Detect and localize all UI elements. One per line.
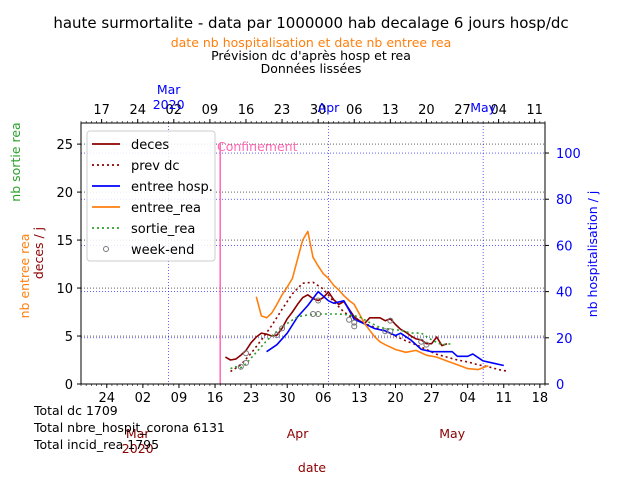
left-tick-label: 10 [56, 282, 73, 297]
weekend-marker [242, 359, 249, 366]
top-month-label: Mar [157, 82, 181, 97]
total-dc: Total dc 1709 [34, 403, 118, 418]
weekend-marker [418, 338, 425, 345]
bottom-tick-label: 18 [532, 391, 549, 406]
right-tick-label: 20 [556, 332, 573, 347]
weekend-marker [346, 316, 353, 323]
bottom-tick-label: 20 [387, 391, 404, 406]
weekend-markers [237, 297, 430, 370]
right-tick-label: 100 [556, 147, 581, 162]
weekend-marker [387, 328, 394, 335]
legend-label: prev dc [131, 159, 180, 174]
series-entree-hosp [266, 290, 504, 367]
weekend-marker [351, 323, 358, 330]
left-tick-label: 25 [56, 138, 73, 153]
bottom-tick-label: 09 [171, 391, 188, 406]
series-sortie-rea [230, 313, 453, 370]
bottom-tick-label: 23 [243, 391, 260, 406]
right-tick-label: 80 [556, 193, 573, 208]
weekend-marker [237, 363, 244, 370]
weekend-marker [387, 317, 394, 324]
weekend-marker [423, 341, 430, 348]
weekend-marker [315, 297, 322, 304]
right-tick-label: 60 [556, 239, 573, 254]
top-tick-label: 11 [526, 103, 543, 118]
x-label-date: date [298, 460, 326, 475]
y-label-entree-rea: nb entree rea [17, 234, 32, 319]
top-tick-label: 24 [129, 103, 146, 118]
legend-label: entree_rea [131, 201, 201, 216]
bottom-tick-label: 02 [135, 391, 152, 406]
bottom-tick-label: 13 [351, 391, 368, 406]
top-tick-label: 17 [93, 103, 110, 118]
chart-subtitle-3: Données lissées [261, 61, 362, 76]
total-rea: Total incid_rea 1795 [34, 437, 160, 452]
weekend-marker [279, 325, 286, 332]
legend-marker-weekend [103, 246, 109, 252]
top-tick-label: 23 [274, 103, 291, 118]
legend-label: entree hosp. [131, 180, 213, 195]
top-tick-label: 04 [490, 103, 507, 118]
bottom-tick-label: 24 [99, 391, 116, 406]
left-tick-label: 20 [56, 186, 73, 201]
top-tick-label: 02 [166, 103, 183, 118]
total-hospit: Total nbre_hospit_corona 6131 [34, 420, 225, 435]
confinement-annotation: Confinement [217, 139, 298, 154]
left-tick-label: 0 [65, 378, 73, 393]
top-month-label: May [470, 100, 496, 115]
legend: deces prev dc entree hosp. entree_reasortie… [86, 130, 216, 262]
weekend-marker [242, 350, 249, 357]
top-tick-label: 09 [202, 103, 219, 118]
bottom-tick-label: 27 [423, 391, 440, 406]
y-label-sortie-rea: nb sortie rea [8, 122, 23, 201]
bottom-tick-label: 04 [459, 391, 476, 406]
chart-title: haute surmortalite - data par 1000000 ha… [53, 14, 568, 32]
weekend-marker [273, 332, 280, 339]
top-tick-label: 06 [346, 103, 363, 118]
y-label-deces: deces / j [31, 227, 46, 279]
bottom-month-label: May [439, 426, 465, 441]
legend-label: week-end [131, 243, 194, 258]
totals-block: Total dc 1709 Total nbre_hospit_corona 6… [34, 402, 225, 453]
top-tick-label: 16 [238, 103, 255, 118]
weekend-marker [315, 310, 322, 317]
series-layer [219, 143, 510, 384]
top-month-label: Apr [318, 100, 340, 115]
top-month-label: 2020 [153, 97, 185, 112]
left-tick-label: 5 [65, 330, 73, 345]
bottom-month-label: 2020 [122, 441, 154, 456]
weekend-marker [351, 319, 358, 326]
top-tick-label: 30 [310, 103, 327, 118]
y-label-hospitalisation: nb hospitalisation / j [585, 191, 600, 318]
bottom-tick-label: 11 [495, 391, 512, 406]
right-tick-label: 40 [556, 286, 573, 301]
legend-label: sortie_rea [131, 222, 195, 237]
bottom-month-label: Mar [126, 426, 150, 441]
top-tick-label: 27 [454, 103, 471, 118]
top-tick-label: 13 [382, 103, 399, 118]
bottom-tick-label: 16 [207, 391, 224, 406]
left-tick-label: 15 [56, 234, 73, 249]
series-entree-rea [255, 230, 489, 371]
bottom-month-label: Apr [287, 426, 309, 441]
top-tick-label: 20 [418, 103, 435, 118]
chart-subtitle-orange: date nb hospitalisation et date nb entre… [171, 35, 452, 50]
bottom-tick-label: 30 [279, 391, 296, 406]
right-tick-label: 0 [556, 378, 564, 393]
legend-label: deces [131, 138, 169, 153]
bottom-tick-label: 06 [315, 391, 332, 406]
chart-subtitle-2: Prévision dc d'après hosp et rea [211, 48, 411, 63]
